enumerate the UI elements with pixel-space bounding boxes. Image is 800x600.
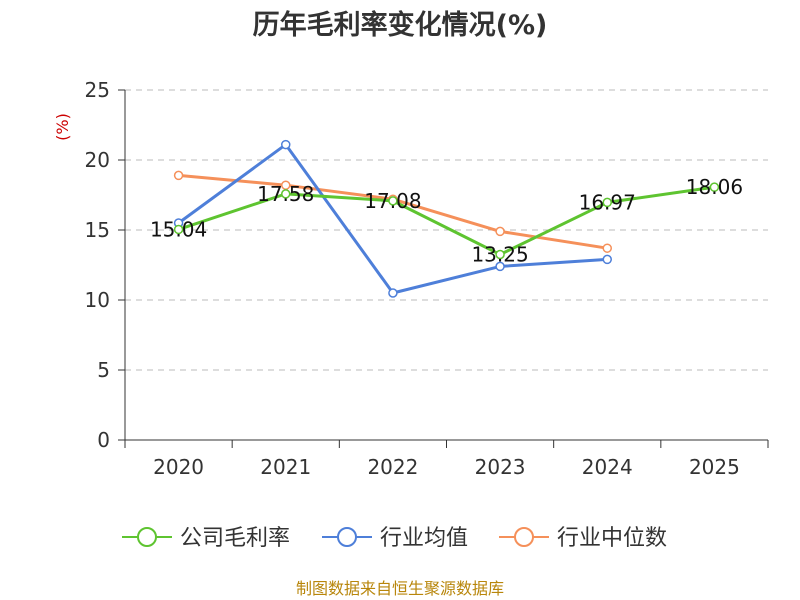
axes (118, 89, 769, 448)
data-point (495, 261, 505, 272)
data-point (495, 249, 505, 260)
data-point (173, 224, 184, 235)
y-tick-label: 0 (97, 428, 110, 452)
legend-marker-icon (337, 527, 357, 547)
legend-marker-icon (137, 527, 157, 547)
data-point (602, 243, 612, 253)
y-tick-label: 25 (85, 78, 110, 102)
data-point (281, 139, 291, 150)
y-tick-label: 15 (85, 218, 110, 242)
legend-item[interactable]: 行业均值 (322, 526, 468, 551)
legend-marker-icon (514, 527, 534, 547)
data-labels: 15.04 17.58 17.08 13.25 16.97 18.06 (150, 175, 743, 266)
data-point (388, 196, 398, 206)
data-point (709, 182, 720, 192)
series-line (177, 143, 609, 295)
data-label: 17.58 (257, 182, 314, 206)
x-tick-label: 2024 (582, 455, 633, 479)
legend-item[interactable]: 行业中位数 (499, 526, 667, 551)
y-tick-label: 20 (85, 148, 110, 172)
y-tick-label: 10 (85, 288, 110, 312)
x-tick-label: 2025 (689, 455, 740, 479)
gridlines (125, 89, 768, 371)
data-label: 18.06 (686, 175, 743, 199)
y-axis-unit: (%) (53, 113, 72, 141)
x-tick-label: 2020 (153, 455, 204, 479)
legend[interactable]: 公司毛利率 行业均值 行业中位数 (122, 526, 667, 551)
x-tick-label: 2021 (260, 455, 311, 479)
data-point (281, 189, 291, 199)
data-point (173, 170, 184, 181)
data-point (495, 226, 505, 237)
series-line (177, 185, 716, 256)
data-point (388, 288, 398, 298)
series-group (173, 139, 720, 298)
legend-item[interactable]: 公司毛利率 (122, 526, 290, 551)
legend-label: 公司毛利率 (180, 526, 290, 551)
x-tick-label: 2023 (475, 455, 526, 479)
data-label: 15.04 (150, 217, 207, 241)
y-tick-label: 5 (97, 358, 110, 382)
data-label: 16.97 (579, 190, 636, 214)
data-point (602, 197, 612, 208)
data-label: 17.08 (364, 189, 421, 213)
source-note: 制图数据来自恒生聚源数据库 (296, 579, 504, 598)
legend-label: 行业中位数 (557, 526, 667, 551)
legend-label: 行业均值 (380, 526, 468, 551)
x-tick-label: 2022 (367, 455, 418, 479)
data-label: 13.25 (471, 243, 528, 267)
data-point (602, 254, 612, 265)
chart-title: 历年毛利率变化情况(%) (253, 9, 548, 41)
